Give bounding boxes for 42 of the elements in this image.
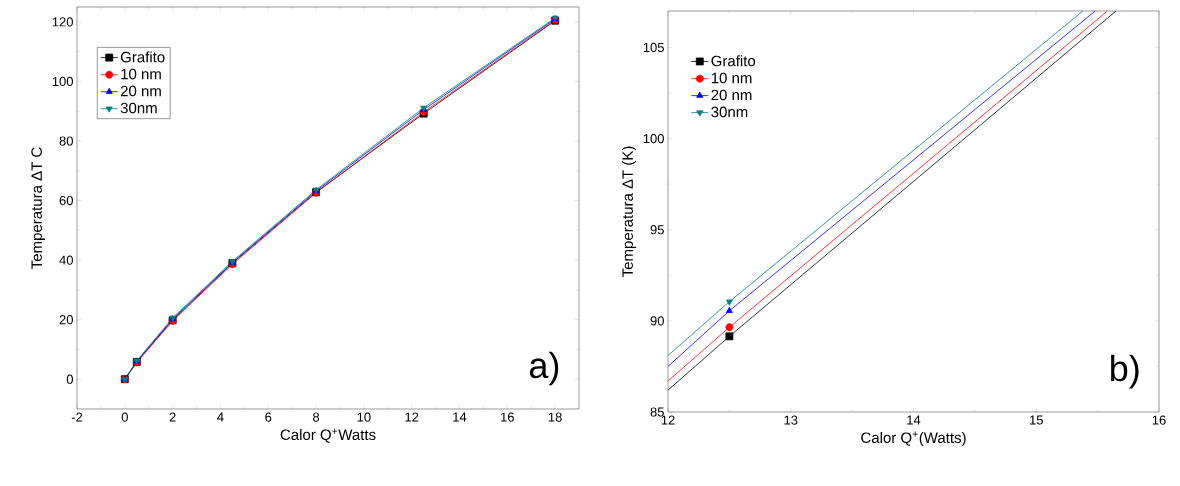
legend-label: 20 nm: [711, 89, 752, 101]
y-tick-label: 20: [59, 315, 73, 325]
y-tick-label: 100: [52, 76, 73, 87]
y-tick-label: 85: [650, 407, 664, 417]
legend-label: 10 nm: [121, 68, 161, 80]
x-tick-label: 4: [217, 412, 224, 422]
x-tick-label: 16: [1152, 415, 1166, 425]
x-tick-label: 6: [265, 412, 272, 422]
x-tick-label: 16: [501, 412, 514, 422]
legend-label: Grafito: [120, 51, 165, 63]
legend-label: Grafito: [711, 55, 756, 67]
x-axis-title: Calor Q$^{+}$(Watts): [861, 431, 966, 446]
x-tick-label: 18: [548, 412, 562, 422]
x-axis-title: Calor Q$^{+}$Watts: [280, 428, 376, 443]
x-tick-label: 12: [661, 415, 675, 425]
legend-label: 30nm: [711, 106, 748, 118]
annotation: a): [529, 351, 559, 386]
y-tick-label: 105: [643, 42, 664, 53]
x-tick-label: 2: [169, 412, 176, 422]
x-tick-label: 13: [784, 415, 798, 425]
x-tick-label: 10: [357, 412, 371, 422]
x-tick-label: 12: [405, 412, 419, 422]
y-tick-label: 120: [52, 17, 73, 27]
x-tick-label: 15: [1030, 415, 1043, 425]
legend-label: 20 nm: [120, 85, 161, 97]
y-axis-title: Temperatura ΔT (K): [621, 146, 636, 278]
annotation: b): [1111, 354, 1139, 389]
legend-label: 10 nm: [711, 72, 752, 84]
x-tick-label: 14: [453, 412, 467, 422]
y-tick-label: 95: [650, 225, 664, 235]
x-tick-label: 14: [907, 415, 921, 425]
y-tick-label: 40: [59, 255, 73, 265]
x-tick-label: 0: [121, 412, 128, 422]
y-tick-label: 100: [643, 133, 664, 144]
y-tick-label: 60: [59, 195, 73, 206]
legend-label: 30nm: [120, 102, 157, 114]
x-tick-label: 8: [313, 412, 320, 422]
y-tick-label: 90: [650, 316, 664, 326]
y-tick-label: 0: [66, 374, 73, 384]
x-tick-label: -2: [71, 412, 83, 422]
y-axis-title: Temperatura ΔT C: [31, 147, 45, 269]
y-tick-label: 80: [59, 136, 73, 146]
